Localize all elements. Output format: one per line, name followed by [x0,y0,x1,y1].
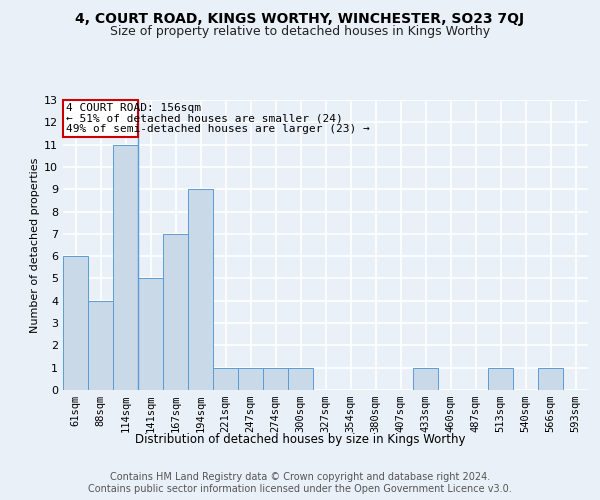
Bar [188,189,213,390]
Text: 4 COURT ROAD: 156sqm: 4 COURT ROAD: 156sqm [66,103,201,113]
FancyBboxPatch shape [63,100,138,137]
Text: Distribution of detached houses by size in Kings Worthy: Distribution of detached houses by size … [135,432,465,446]
Text: Contains HM Land Registry data © Crown copyright and database right 2024.: Contains HM Land Registry data © Crown c… [110,472,490,482]
Text: ← 51% of detached houses are smaller (24): ← 51% of detached houses are smaller (24… [66,114,343,124]
Bar [213,368,238,390]
Bar [413,368,438,390]
Bar [113,144,138,390]
Bar [63,256,88,390]
Bar [88,301,113,390]
Bar [238,368,263,390]
Bar [538,368,563,390]
Bar [163,234,188,390]
Bar [288,368,313,390]
Text: Contains public sector information licensed under the Open Government Licence v3: Contains public sector information licen… [88,484,512,494]
Text: 4, COURT ROAD, KINGS WORTHY, WINCHESTER, SO23 7QJ: 4, COURT ROAD, KINGS WORTHY, WINCHESTER,… [76,12,524,26]
Text: Size of property relative to detached houses in Kings Worthy: Size of property relative to detached ho… [110,25,490,38]
Bar [488,368,513,390]
Bar [138,278,163,390]
Text: 49% of semi-detached houses are larger (23) →: 49% of semi-detached houses are larger (… [66,124,370,134]
Bar [263,368,288,390]
Y-axis label: Number of detached properties: Number of detached properties [30,158,40,332]
